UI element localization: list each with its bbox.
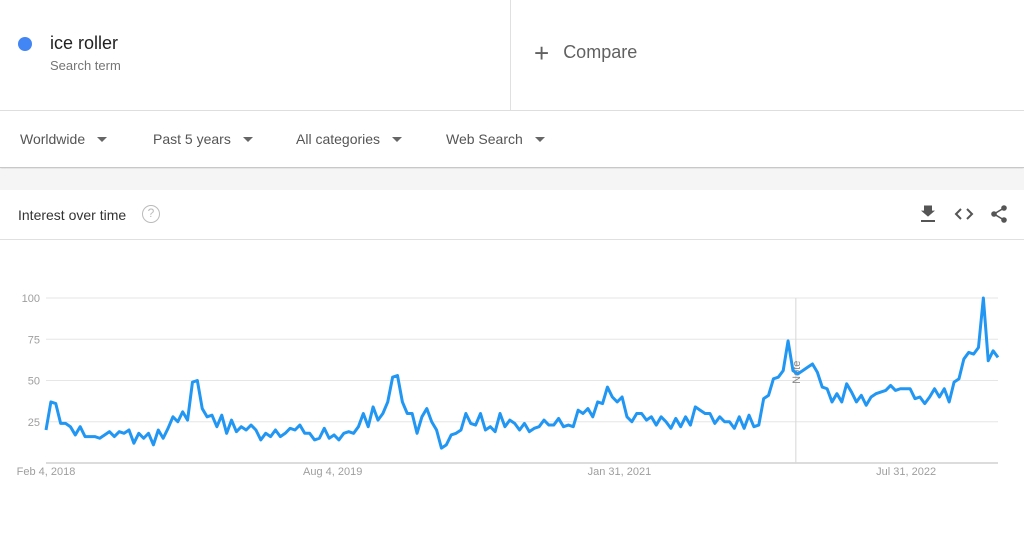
embed-code-icon[interactable] xyxy=(954,204,974,224)
download-icon[interactable] xyxy=(918,204,938,224)
y-tick-label: 75 xyxy=(28,334,40,346)
search-term-sublabel: Search term xyxy=(50,58,121,73)
y-tick-label: 50 xyxy=(28,376,40,388)
search-term-card[interactable]: ice roller Search term xyxy=(0,0,511,110)
interest-over-time-chart[interactable]: 25 50 75 100 Feb 4, 2018 Aug 4, 2019 Jan 31, 2… xyxy=(0,240,1024,538)
category-filter[interactable]: All categories xyxy=(296,131,403,147)
card-title: Interest over time xyxy=(18,207,127,223)
category-filter-label: All categories xyxy=(296,131,381,147)
series-color-dot xyxy=(18,37,32,51)
search-header: ice roller Search term + Compare xyxy=(0,0,1024,111)
time-range-filter[interactable]: Past 5 years xyxy=(153,131,253,147)
compare-button[interactable]: + Compare xyxy=(534,37,638,68)
filter-bar: Worldwide Past 5 years All categories We… xyxy=(0,111,1024,168)
x-tick-label: Aug 4, 2019 xyxy=(303,466,362,478)
dropdown-caret-icon xyxy=(242,136,253,142)
search-type-filter-label: Web Search xyxy=(446,131,523,147)
x-tick-label: Feb 4, 2018 xyxy=(17,466,76,478)
question-circle-icon[interactable]: ? xyxy=(142,205,160,223)
x-tick-label: Jan 31, 2021 xyxy=(588,466,652,478)
x-tick-label: Jul 31, 2022 xyxy=(876,466,936,478)
dropdown-caret-icon xyxy=(392,136,403,142)
card-header: Interest over time ? xyxy=(0,190,1024,240)
compare-label: Compare xyxy=(563,42,638,62)
y-tick-label: 100 xyxy=(22,293,40,305)
time-range-filter-label: Past 5 years xyxy=(153,131,231,147)
dropdown-caret-icon xyxy=(534,136,545,142)
dropdown-caret-icon xyxy=(97,136,108,142)
search-type-filter[interactable]: Web Search xyxy=(446,131,545,147)
plus-icon: + xyxy=(534,37,550,68)
y-tick-label: 25 xyxy=(28,417,40,429)
series-line xyxy=(44,296,1000,450)
section-gap xyxy=(0,169,1024,190)
region-filter-label: Worldwide xyxy=(20,131,86,147)
share-icon[interactable] xyxy=(989,204,1009,224)
region-filter[interactable]: Worldwide xyxy=(20,131,108,147)
search-term-label[interactable]: ice roller xyxy=(50,33,119,53)
